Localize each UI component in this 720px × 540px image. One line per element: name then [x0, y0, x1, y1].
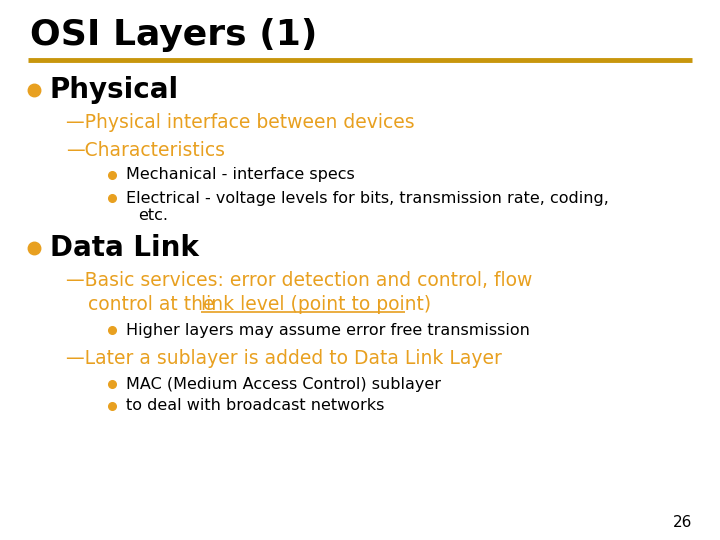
Text: Physical: Physical: [50, 76, 179, 104]
Text: Electrical - voltage levels for bits, transmission rate, coding,: Electrical - voltage levels for bits, tr…: [126, 191, 609, 206]
Text: —Later a sublayer is added to Data Link Layer: —Later a sublayer is added to Data Link …: [66, 348, 502, 368]
Text: MAC (Medium Access Control) sublayer: MAC (Medium Access Control) sublayer: [126, 376, 441, 392]
Text: Mechanical - interface specs: Mechanical - interface specs: [126, 167, 355, 183]
Text: etc.: etc.: [138, 208, 168, 224]
Text: control at the: control at the: [88, 294, 220, 314]
Text: —Physical interface between devices: —Physical interface between devices: [66, 112, 415, 132]
Text: link level (point to point): link level (point to point): [202, 294, 431, 314]
Text: OSI Layers (1): OSI Layers (1): [30, 18, 318, 52]
Text: 26: 26: [672, 515, 692, 530]
Text: —Characteristics: —Characteristics: [66, 140, 225, 159]
Text: —Basic services: error detection and control, flow: —Basic services: error detection and con…: [66, 272, 532, 291]
Text: Data Link: Data Link: [50, 234, 199, 262]
Text: to deal with broadcast networks: to deal with broadcast networks: [126, 399, 384, 414]
Text: Higher layers may assume error free transmission: Higher layers may assume error free tran…: [126, 322, 530, 338]
